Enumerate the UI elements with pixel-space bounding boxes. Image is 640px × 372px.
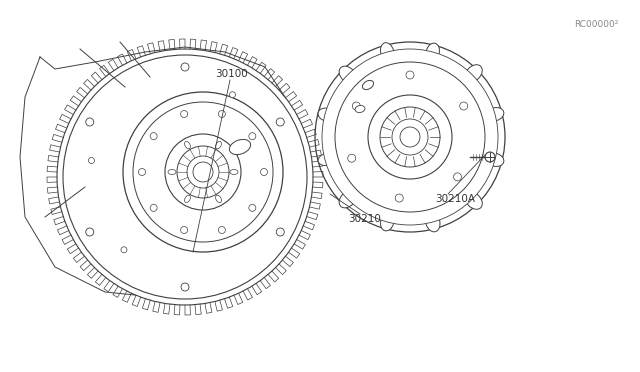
Circle shape [180, 227, 188, 234]
Ellipse shape [486, 108, 504, 121]
Circle shape [88, 157, 95, 164]
Circle shape [230, 92, 236, 98]
Ellipse shape [426, 43, 440, 61]
Circle shape [177, 146, 229, 198]
Ellipse shape [355, 105, 365, 113]
Ellipse shape [381, 213, 394, 231]
Ellipse shape [184, 195, 191, 202]
Circle shape [123, 92, 283, 252]
Ellipse shape [339, 66, 356, 83]
Circle shape [165, 134, 241, 210]
Ellipse shape [168, 170, 176, 174]
Circle shape [180, 110, 188, 118]
Ellipse shape [230, 170, 238, 174]
Circle shape [86, 228, 93, 236]
Ellipse shape [318, 153, 336, 166]
Text: 30210: 30210 [348, 214, 381, 224]
Circle shape [380, 107, 440, 167]
Circle shape [193, 162, 213, 182]
Circle shape [392, 119, 428, 155]
Ellipse shape [465, 192, 483, 209]
Circle shape [460, 102, 468, 110]
Circle shape [133, 102, 273, 242]
Circle shape [181, 283, 189, 291]
Circle shape [218, 110, 225, 118]
Circle shape [485, 152, 495, 162]
Circle shape [249, 204, 256, 211]
Circle shape [276, 228, 284, 236]
Ellipse shape [486, 153, 504, 167]
Circle shape [406, 71, 414, 79]
Ellipse shape [426, 212, 440, 232]
Ellipse shape [362, 80, 374, 90]
Circle shape [276, 118, 284, 126]
Circle shape [187, 156, 219, 188]
Circle shape [181, 63, 189, 71]
Text: 30210A: 30210A [435, 194, 475, 204]
Circle shape [315, 42, 505, 232]
Ellipse shape [216, 195, 221, 202]
Text: 30100: 30100 [215, 69, 248, 79]
Circle shape [368, 95, 452, 179]
Circle shape [249, 133, 256, 140]
Circle shape [150, 204, 157, 211]
Circle shape [400, 127, 420, 147]
Circle shape [150, 133, 157, 140]
Circle shape [121, 247, 127, 253]
Circle shape [335, 62, 485, 212]
Circle shape [63, 55, 307, 299]
Circle shape [348, 154, 356, 162]
Ellipse shape [216, 141, 221, 149]
Circle shape [138, 169, 145, 176]
Circle shape [57, 49, 313, 305]
Circle shape [454, 173, 461, 181]
Ellipse shape [465, 65, 483, 82]
Text: RC00000²: RC00000² [574, 20, 618, 29]
Circle shape [396, 194, 403, 202]
Circle shape [352, 102, 360, 110]
Ellipse shape [381, 43, 394, 61]
Ellipse shape [229, 140, 251, 155]
Ellipse shape [184, 141, 191, 149]
Circle shape [260, 169, 268, 176]
Ellipse shape [318, 108, 336, 121]
Ellipse shape [339, 190, 356, 208]
Circle shape [218, 227, 225, 234]
Circle shape [86, 118, 93, 126]
Circle shape [322, 49, 498, 225]
